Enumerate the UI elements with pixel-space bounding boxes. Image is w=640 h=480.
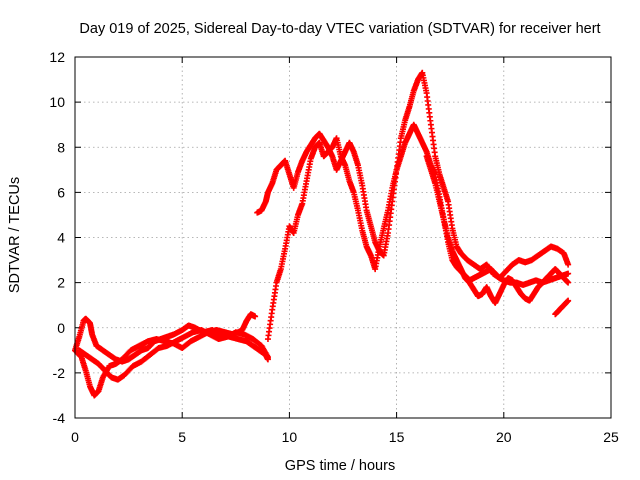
x-tick-label: 0: [71, 429, 79, 445]
y-tick-label: -4: [53, 410, 66, 426]
y-tick-label: -2: [53, 365, 66, 381]
y-tick-label: 2: [57, 275, 65, 291]
series-tail-segment: [552, 297, 572, 318]
y-tick-label: 6: [57, 184, 65, 200]
y-tick-label: 8: [57, 139, 65, 155]
series-track-c: [76, 327, 271, 383]
series-track-b: [72, 311, 259, 399]
data-point: [565, 270, 572, 277]
data-points: [72, 69, 572, 399]
y-axis-title: SDTVAR / TECUs: [7, 177, 23, 293]
series-lower-trace: [423, 153, 572, 306]
x-tick-label: 25: [603, 429, 619, 445]
series-upper-trace: [254, 69, 572, 282]
y-tick-label: 0: [57, 320, 65, 336]
x-axis-ticks: 0 5 10 15 20 25: [71, 57, 619, 445]
data-point: [252, 313, 259, 320]
y-tick-label: 4: [57, 230, 65, 246]
data-point: [264, 354, 271, 361]
plot-frame: [74, 56, 612, 419]
x-tick-label: 15: [389, 429, 405, 445]
x-tick-label: 10: [282, 429, 298, 445]
y-axis-ticks: -4 -2 0 2 4 6 8 10 12: [49, 49, 611, 426]
data-point: [565, 279, 572, 286]
x-tick-label: 20: [496, 429, 512, 445]
y-tick-label: 12: [49, 49, 65, 65]
chart-title: Day 019 of 2025, Sidereal Day-to-day VTE…: [79, 21, 600, 37]
x-axis-title: GPS time / hours: [285, 458, 395, 474]
x-tick-label: 5: [178, 429, 186, 445]
grid-lines: [75, 57, 611, 418]
data-point: [565, 297, 572, 304]
series-main-trace: [264, 121, 572, 343]
y-tick-label: 10: [49, 94, 65, 110]
data-point: [565, 261, 572, 268]
